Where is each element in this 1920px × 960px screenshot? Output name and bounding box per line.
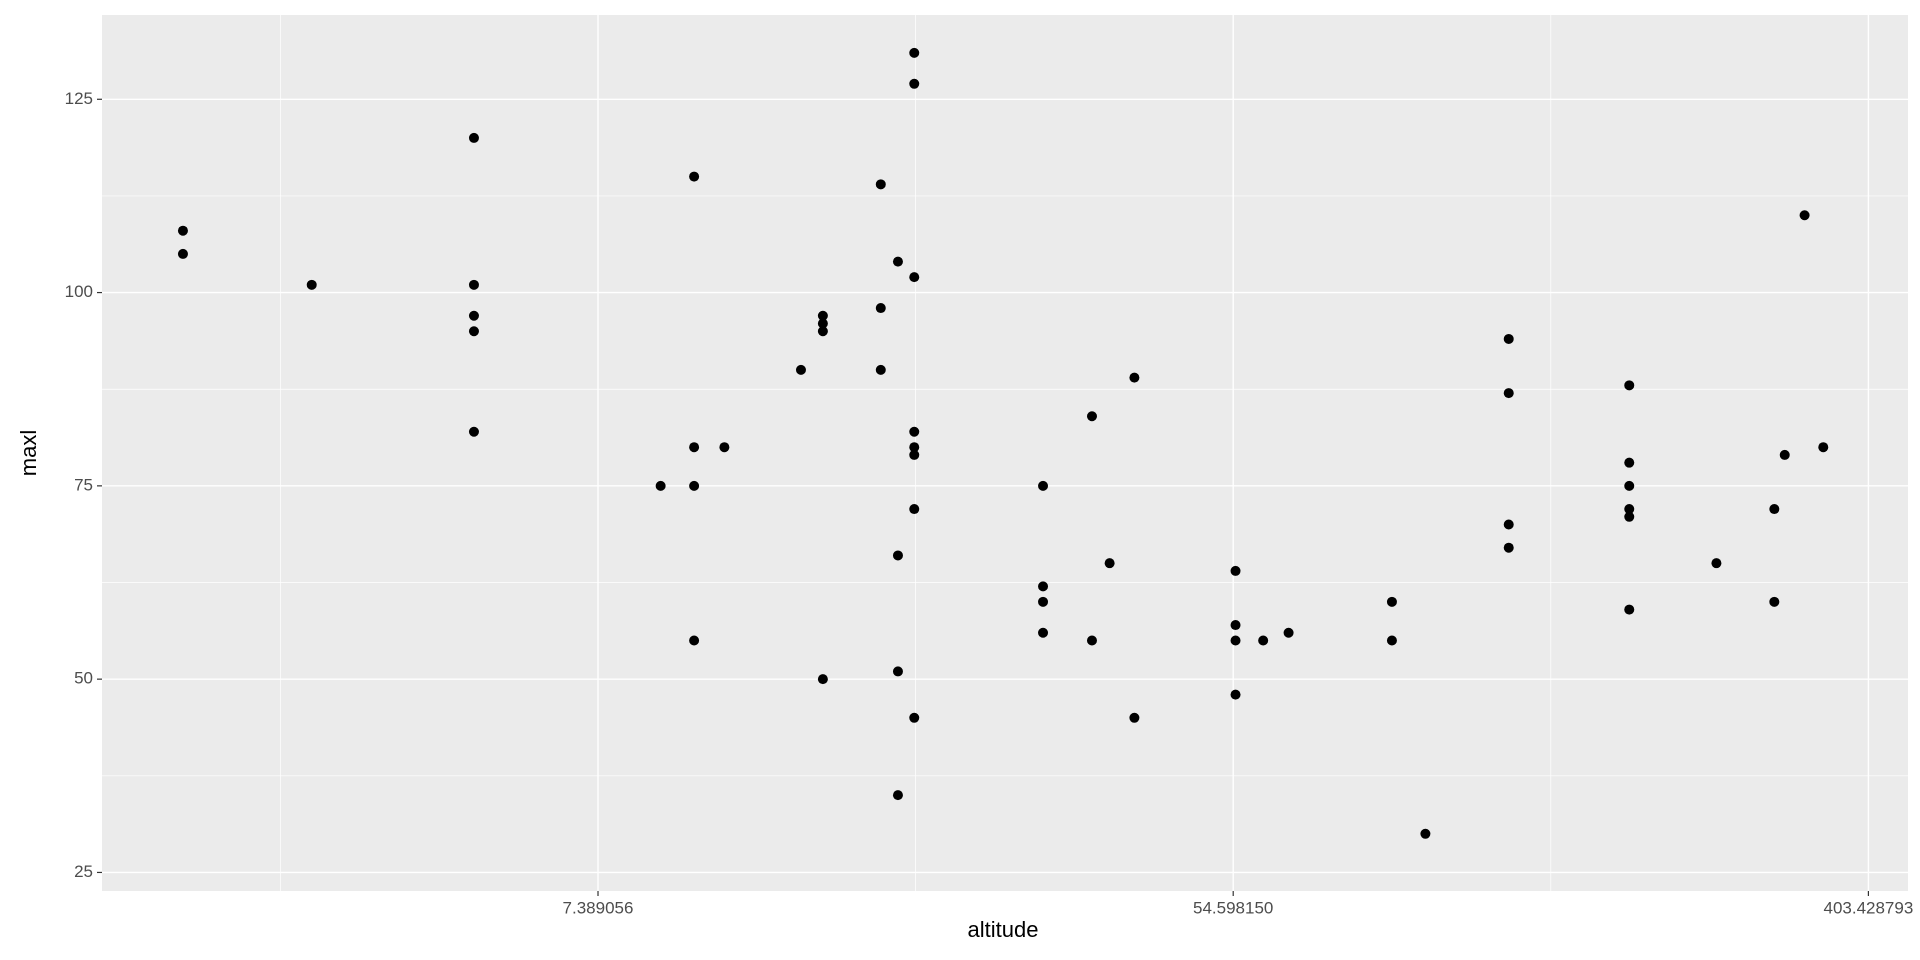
point (1624, 504, 1635, 515)
point (909, 504, 920, 515)
x-tick-label: 403.428793 (1823, 898, 1913, 917)
point (1230, 565, 1241, 576)
point (1038, 596, 1049, 607)
point (1818, 442, 1829, 453)
point (892, 666, 903, 677)
point (468, 426, 479, 437)
point (689, 171, 700, 182)
point (1386, 635, 1397, 646)
point (909, 78, 920, 89)
point (468, 326, 479, 337)
point (909, 272, 920, 283)
point (655, 480, 666, 491)
point (1129, 712, 1140, 723)
x-tick-label: 54.598150 (1193, 898, 1273, 917)
point (1230, 689, 1241, 700)
point (1086, 635, 1097, 646)
point (909, 47, 920, 58)
point (1624, 457, 1635, 468)
y-axis-title: maxl (16, 430, 41, 476)
point (1038, 581, 1049, 592)
point (1420, 828, 1431, 839)
point (875, 303, 886, 314)
point (1503, 388, 1514, 399)
point (1503, 333, 1514, 344)
point (177, 248, 188, 259)
point (1624, 511, 1635, 522)
panel (102, 15, 1908, 891)
point (177, 225, 188, 236)
point (1283, 627, 1294, 638)
point (468, 310, 479, 321)
y-tick-label: 50 (74, 669, 93, 688)
point (909, 426, 920, 437)
point (1230, 635, 1241, 646)
point (1799, 210, 1810, 221)
point (817, 310, 828, 321)
point (909, 442, 920, 453)
point (875, 364, 886, 375)
y-tick-label: 25 (74, 862, 93, 881)
x-tick-label: 7.389056 (563, 898, 634, 917)
y-tick-label: 125 (65, 89, 93, 108)
point (817, 318, 828, 329)
point (892, 550, 903, 561)
point (1503, 542, 1514, 553)
point (689, 442, 700, 453)
point (1129, 372, 1140, 383)
point (719, 442, 730, 453)
y-tick-label: 75 (74, 475, 93, 494)
point (1503, 519, 1514, 530)
point (1624, 604, 1635, 615)
point (892, 256, 903, 267)
y-tick-label: 100 (65, 282, 93, 301)
x-axis-title: altitude (968, 917, 1039, 942)
point (1258, 635, 1269, 646)
point (875, 179, 886, 190)
point (689, 635, 700, 646)
point (1711, 558, 1722, 569)
point (1038, 627, 1049, 638)
point (689, 480, 700, 491)
point (1038, 480, 1049, 491)
point (1624, 380, 1635, 391)
point (1779, 449, 1790, 460)
point (817, 674, 828, 685)
point (795, 364, 806, 375)
point (1104, 558, 1115, 569)
point (306, 279, 317, 290)
point (1769, 504, 1780, 515)
point (817, 326, 828, 337)
point (909, 449, 920, 460)
point (909, 712, 920, 723)
point (1769, 596, 1780, 607)
point (1386, 596, 1397, 607)
point (1230, 620, 1241, 631)
point (892, 790, 903, 801)
point (1086, 411, 1097, 422)
point (468, 132, 479, 143)
point (1624, 480, 1635, 491)
point (468, 279, 479, 290)
